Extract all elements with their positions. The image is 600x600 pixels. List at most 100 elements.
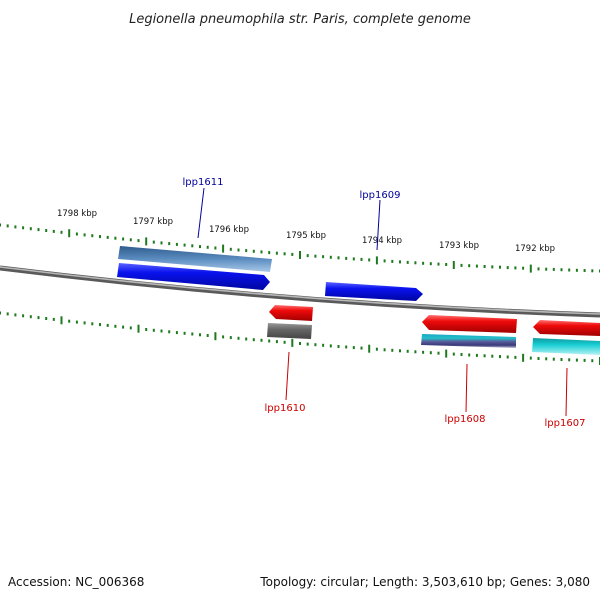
upper-ruler-minor-tick: [260, 250, 263, 254]
lower-ruler-minor-tick: [345, 345, 348, 349]
cyan-feature-lpp1607[interactable]: [532, 338, 600, 355]
upper-ruler-minor-tick: [206, 245, 209, 249]
lower-ruler-minor-tick: [383, 348, 386, 352]
lower-ruler-minor-tick: [460, 353, 463, 356]
lower-ruler-minor-tick: [322, 343, 325, 347]
upper-ruler-minor-tick: [14, 225, 17, 229]
upper-ruler-minor-tick: [137, 239, 140, 243]
lower-ruler-minor-tick: [306, 342, 309, 346]
upper-ruler-minor-tick: [114, 236, 117, 240]
upper-ruler-minor-tick: [160, 241, 163, 245]
upper-ruler-major-tick: [222, 244, 225, 253]
ruler-label-1792: 1792 kbp: [515, 244, 555, 254]
gene-label-lpp1608[interactable]: lpp1608: [445, 414, 486, 425]
steel-feature-lpp1611[interactable]: [118, 246, 272, 272]
upper-ruler-minor-tick: [352, 257, 355, 261]
upper-ruler-minor-tick: [575, 268, 578, 272]
lower-ruler-minor-tick: [199, 333, 201, 337]
upper-ruler-minor-tick: [283, 252, 286, 256]
cds-lpp1609-forward[interactable]: [325, 282, 423, 301]
upper-ruler-minor-tick: [345, 256, 348, 260]
lower-ruler-minor-tick: [591, 359, 594, 363]
cds-lpp1607-reverse[interactable]: [533, 320, 600, 336]
callout-line-lpp1611: [197, 187, 205, 239]
upper-ruler-minor-tick: [422, 261, 425, 265]
lower-ruler-minor-tick: [122, 325, 125, 329]
upper-ruler-minor-tick: [560, 268, 563, 272]
lower-ruler-minor-tick: [83, 321, 86, 325]
lower-ruler-minor-tick: [360, 346, 363, 350]
upper-ruler-minor-tick: [168, 242, 171, 246]
lower-ruler-minor-tick: [452, 352, 455, 356]
upper-ruler-minor-tick: [437, 262, 440, 266]
upper-ruler-minor-tick: [552, 267, 555, 271]
lower-ruler-minor-tick: [483, 354, 486, 358]
lower-ruler-minor-tick: [299, 342, 301, 345]
lower-ruler-minor-tick: [529, 356, 532, 360]
lower-ruler-minor-tick: [229, 336, 232, 340]
upper-ruler-minor-tick: [391, 259, 394, 263]
upper-ruler-minor-tick: [291, 252, 294, 256]
upper-ruler-minor-tick: [229, 247, 232, 251]
lower-ruler-minor-tick: [14, 313, 17, 317]
lower-ruler-minor-tick: [391, 348, 394, 352]
cds-lpp1611-forward[interactable]: [117, 263, 270, 290]
lower-ruler-minor-tick: [245, 337, 248, 341]
upper-ruler-minor-tick: [468, 264, 471, 268]
cds-lpp1610-reverse[interactable]: [269, 305, 313, 321]
callout-line-lpp1609: [376, 199, 381, 251]
lower-ruler-minor-tick: [545, 357, 548, 361]
upper-ruler-ticks: [0, 223, 600, 273]
upper-ruler-minor-tick: [91, 234, 94, 238]
gene-label-lpp1607[interactable]: lpp1607: [545, 418, 586, 429]
upper-ruler-minor-tick: [99, 235, 101, 239]
upper-ruler-minor-tick: [414, 261, 417, 265]
upper-ruler-minor-tick: [514, 266, 517, 270]
upper-ruler-minor-tick: [522, 266, 525, 270]
lower-ruler-minor-tick: [375, 347, 378, 351]
gene-label-lpp1611[interactable]: lpp1611: [183, 177, 224, 188]
upper-ruler-minor-tick: [237, 248, 240, 252]
lower-ruler-minor-tick: [537, 357, 540, 360]
lower-ruler-minor-tick: [560, 358, 563, 361]
gene-label-lpp1609[interactable]: lpp1609: [360, 190, 401, 201]
ruler-label-1795: 1795 kbp: [286, 231, 326, 241]
lower-ruler-minor-tick: [437, 351, 440, 355]
lower-ruler-major-tick: [137, 324, 140, 333]
genome-summary-text: Topology: circular; Length: 3,503,610 bp…: [259, 575, 590, 589]
grey-feature-lpp1610[interactable]: [267, 323, 312, 339]
upper-ruler-minor-tick: [275, 251, 278, 255]
upper-ruler-minor-tick: [322, 255, 325, 259]
stacked-feature-lpp1608[interactable]: [421, 334, 516, 348]
lower-ruler-minor-tick: [145, 328, 148, 331]
lower-ruler-minor-tick: [0, 311, 1, 315]
lower-ruler-minor-tick: [91, 322, 94, 326]
lower-ruler-major-tick: [214, 332, 217, 341]
map-title: Legionella pneumophila str. Paris, compl…: [129, 12, 471, 27]
upper-ruler-minor-tick: [460, 263, 463, 267]
upper-ruler-minor-tick: [568, 268, 571, 272]
upper-ruler-major-tick: [529, 264, 532, 273]
cds-lpp1608-reverse[interactable]: [422, 315, 517, 333]
lower-ruler-minor-tick: [252, 338, 255, 342]
lower-ruler-minor-tick: [45, 317, 48, 320]
ruler-label-1793: 1793 kbp: [439, 241, 479, 251]
lower-ruler-minor-tick: [191, 332, 194, 336]
upper-ruler-major-tick: [375, 256, 378, 265]
upper-ruler-minor-tick: [245, 249, 248, 253]
upper-ruler-minor-tick: [445, 263, 448, 266]
ruler-label-1797: 1797 kbp: [133, 217, 173, 227]
lower-ruler-minor-tick: [514, 355, 517, 359]
lower-ruler-major-tick: [522, 353, 525, 362]
gene-label-lpp1610[interactable]: lpp1610: [265, 403, 306, 414]
callout-line-lpp1608: [465, 363, 468, 413]
ruler-label-1796: 1796 kbp: [209, 225, 249, 235]
lower-ruler-minor-tick: [499, 355, 501, 359]
lower-ruler-ticks: [0, 311, 600, 365]
upper-ruler-minor-tick: [537, 267, 540, 271]
upper-ruler-minor-tick: [368, 258, 371, 262]
lower-ruler-minor-tick: [475, 353, 478, 357]
lower-ruler-minor-tick: [75, 320, 78, 324]
callout-line-lpp1610: [285, 351, 290, 401]
